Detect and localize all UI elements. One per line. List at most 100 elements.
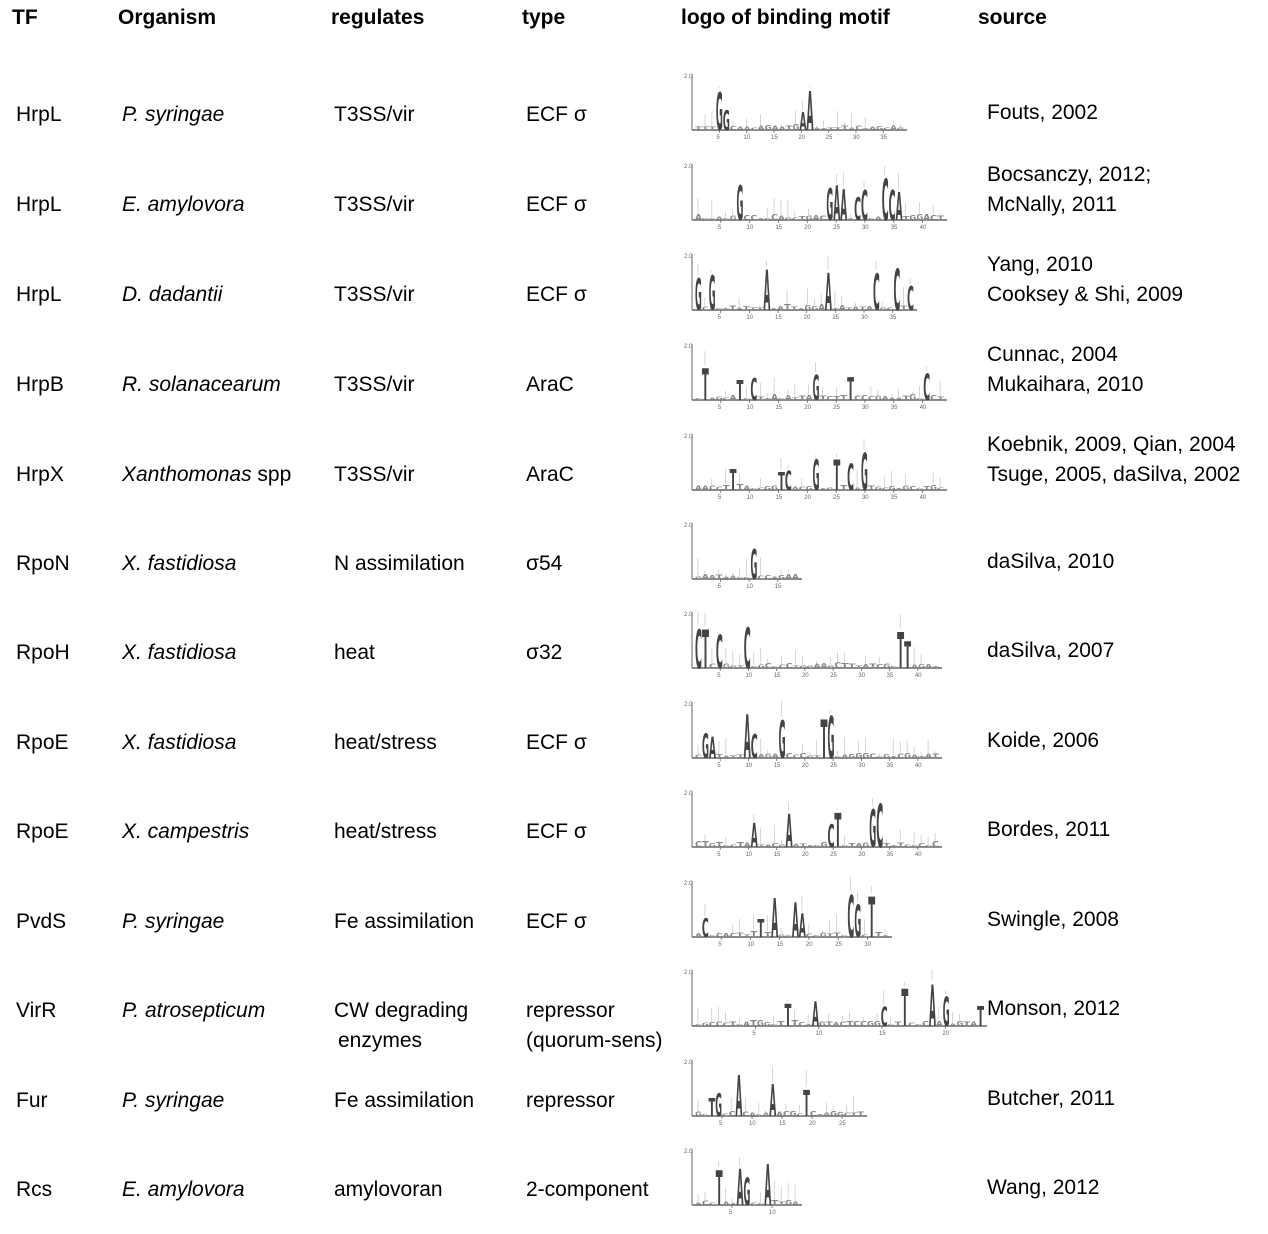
source-cell-line2: Cooksey & Shi, 2009 xyxy=(987,283,1184,306)
logo-x-tick-label: 30 xyxy=(861,315,868,320)
logo-letter: T xyxy=(730,755,738,759)
source-cell: Yang, 2010 xyxy=(987,253,1093,276)
logo-letter: A xyxy=(771,393,778,402)
sequence-logo: 2.0 5 10 15 20 25 30 A C G C A C T T T T T A G C A A C C G T T G C G C T… xyxy=(684,877,894,947)
logo-letter: T xyxy=(848,843,855,849)
sequence-logo-svg: 2.05 10A C C T AAA G CCA T T G A xyxy=(684,1149,802,1215)
logo-x-tick-label: 10 xyxy=(749,1121,756,1126)
logo-letter: G xyxy=(716,396,724,402)
source-cell: Swingle, 2008 xyxy=(987,908,1119,931)
logo-x-tick-label: 15 xyxy=(775,405,782,410)
source-cell: Monson, 2012 xyxy=(987,997,1121,1020)
logo-x-tick-label: 30 xyxy=(864,942,871,947)
logo-letter: A xyxy=(925,664,932,670)
logo-letter: A xyxy=(792,572,799,581)
logo-letter: C xyxy=(908,1022,915,1027)
logo-x-tick-label: 35 xyxy=(887,673,894,678)
logo-letter: G xyxy=(880,307,887,311)
logo-letter: T xyxy=(737,840,744,849)
logo-letter: G xyxy=(875,394,882,402)
logo-letter: T xyxy=(918,755,928,759)
tf-cell: RpoH xyxy=(16,641,70,664)
logo-letter: C xyxy=(757,486,764,491)
logo-letter: C xyxy=(932,840,940,849)
logo-letter: A xyxy=(702,486,710,492)
logo-x-tick-label: 20 xyxy=(804,225,811,230)
logo-x-tick-label: 25 xyxy=(830,852,837,857)
logo-x-tick-label: 15 xyxy=(774,763,781,768)
type-cell-line2: (quorum-sens) xyxy=(526,1029,663,1052)
logo-x-tick-label: 10 xyxy=(747,942,754,947)
logo-letter: G xyxy=(841,934,849,938)
logo-letter: T xyxy=(757,307,765,311)
logo-x-tick-label: 20 xyxy=(802,763,809,768)
logo-letter: A xyxy=(848,127,856,131)
logo-letter: C xyxy=(730,126,737,132)
logo-letter: A xyxy=(763,1112,771,1118)
logo-letter: A xyxy=(771,887,778,947)
logo-letter: C xyxy=(930,214,937,222)
logo-letter: T xyxy=(846,307,856,311)
logo-letter: C xyxy=(855,125,863,132)
logo-letter: G xyxy=(765,753,772,760)
logo-letter: A xyxy=(736,1065,743,1126)
sequence-logo: 2.0 5 10 15 20 25 30 35 40 C T C C G G T C G G C C C C T G G A A G C T… xyxy=(684,608,944,678)
logo-letter: C xyxy=(771,1023,780,1027)
logo-letter: G xyxy=(765,123,772,132)
logo-letter: G xyxy=(862,751,869,760)
logo-letter: A xyxy=(779,126,788,131)
logo-letter: C xyxy=(793,754,800,759)
logo-letter: G xyxy=(862,843,869,849)
logo-x-tick-label: 40 xyxy=(915,852,922,857)
logo-letter: T xyxy=(855,665,865,669)
logo-letter: A xyxy=(695,213,702,222)
logo-letter: G xyxy=(916,487,924,491)
logo-letter: G xyxy=(785,1198,792,1207)
logo-letter: T xyxy=(764,931,771,939)
logo-letter: A xyxy=(847,217,856,221)
logo-x-tick-label: 35 xyxy=(887,763,894,768)
logo-letter: T xyxy=(716,841,724,849)
logo-letter: T xyxy=(800,843,808,848)
organism-suffix: spp xyxy=(251,463,292,486)
logo-letter: T xyxy=(963,1020,971,1028)
logo-letter: C xyxy=(889,182,896,230)
logo-letter: C xyxy=(792,217,801,221)
logo-letter: C xyxy=(786,662,793,670)
logo-letter: G xyxy=(956,1019,963,1028)
logo-letter: C xyxy=(922,1020,929,1028)
logo-letter: A xyxy=(702,572,710,581)
source-cell: Fouts, 2002 xyxy=(987,101,1098,124)
logo-letter: T xyxy=(901,979,908,1036)
logo-letter: C xyxy=(876,664,883,670)
logo-letter: G xyxy=(805,304,812,312)
type-cell: repressor xyxy=(526,1089,615,1112)
logo-letter: T xyxy=(859,306,866,312)
logo-letter: A xyxy=(737,1159,744,1215)
logo-x-tick-label: 15 xyxy=(775,315,782,320)
logo-letter: A xyxy=(882,934,891,938)
logo-x-tick-label: 15 xyxy=(775,495,782,500)
logo-x-tick-label: 10 xyxy=(744,135,751,140)
table-row: Rcs E. amylovora amylovoran 2-component Wang… xyxy=(0,1145,1268,1234)
logo-x-tick-label: 20 xyxy=(809,1121,816,1126)
logo-letter: C xyxy=(743,214,750,222)
logo-letter: G xyxy=(785,217,792,221)
logo-x-tick-label: 25 xyxy=(830,763,837,768)
sequence-logo-svg: 2.05 10 15 20 25 30 35 40C G A TA TT A C A G A G C C C G TT G GA… xyxy=(684,700,942,768)
logo-letter: C xyxy=(860,1020,867,1028)
logo-letter: C xyxy=(702,306,710,312)
logo-letter: A xyxy=(813,213,821,222)
logo-letter: A xyxy=(751,817,758,855)
logo-letter: A xyxy=(786,805,793,857)
logo-letter: A xyxy=(730,575,738,581)
logo-letter: C xyxy=(799,486,807,492)
logo-letter: A xyxy=(820,661,827,670)
logo-letter: T xyxy=(827,127,837,131)
sequence-logo: 2.0 5 10 15 20 25 30 35 40 C T G T C C T A A T A C G A A T A G G C T G… xyxy=(684,787,944,857)
logo-x-tick-label: 25 xyxy=(830,673,837,678)
logo-letter: A xyxy=(723,1201,732,1206)
logo-letter: T xyxy=(897,622,904,678)
logo-letter: G xyxy=(723,662,730,670)
organism-name: E. amylovora xyxy=(122,1178,245,1201)
